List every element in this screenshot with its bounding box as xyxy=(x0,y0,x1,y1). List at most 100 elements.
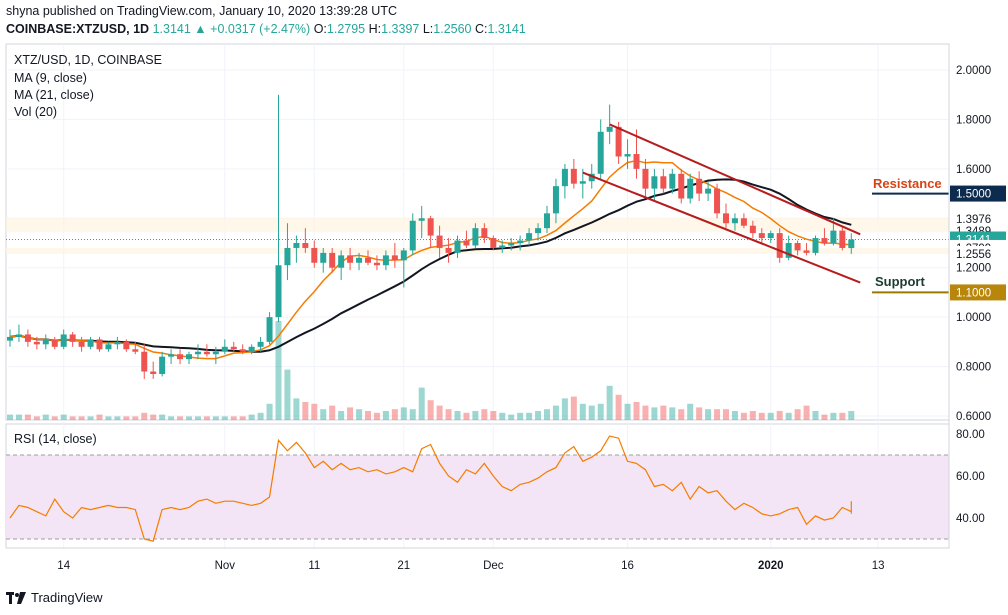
price-label-bg xyxy=(950,210,1006,227)
volume-bar xyxy=(87,416,94,420)
candle-body xyxy=(311,247,318,263)
candle-body xyxy=(33,341,40,345)
candle-body xyxy=(212,351,219,355)
candle-body xyxy=(302,243,309,248)
footer-brand-text: TradingView xyxy=(31,590,103,605)
volume-bar xyxy=(373,412,380,420)
volume-bar xyxy=(785,412,792,420)
volume-bar xyxy=(615,394,622,420)
candle-body xyxy=(651,176,658,189)
low-value: 1.2560 xyxy=(433,22,472,36)
ma21-line xyxy=(9,178,852,353)
candles[interactable] xyxy=(7,94,855,379)
symbol-text[interactable]: COINBASE:XTZUSD, 1D xyxy=(6,22,150,36)
candle-body xyxy=(177,354,184,360)
price-label-bg xyxy=(950,185,1006,202)
volume-bar xyxy=(723,409,729,420)
time-tick-label: 16 xyxy=(621,560,634,572)
price-tick-label: 2.0000 xyxy=(956,65,991,77)
volume-bar xyxy=(266,403,273,420)
candle-body xyxy=(409,220,416,251)
price-labels: 1.50001.39761.34891.31411.27991.25561.10… xyxy=(950,185,1006,301)
rsi-tick-label: 80.00 xyxy=(956,429,985,441)
volume-bar xyxy=(552,405,559,420)
volume-bar xyxy=(150,414,157,420)
candle-body xyxy=(329,252,336,268)
volume-bar xyxy=(597,403,604,420)
volume-bar xyxy=(51,416,58,420)
candle-body xyxy=(561,168,568,187)
volume-bar xyxy=(427,400,434,420)
candle-body xyxy=(230,346,237,350)
candle-body xyxy=(606,126,613,132)
legend-ma9[interactable]: MA (9, close) xyxy=(14,71,87,85)
volume-bar xyxy=(302,402,309,420)
low-label: L: xyxy=(422,22,434,36)
volume-bar xyxy=(105,416,112,420)
chart-canvas[interactable]: 2.00001.80001.60001.40001.20001.00000.80… xyxy=(0,0,1008,590)
volume-bar xyxy=(749,411,756,420)
volume-bar xyxy=(705,409,712,420)
rsi-legend[interactable]: RSI (14, close) xyxy=(14,432,97,446)
candle-body xyxy=(731,218,738,224)
volume-bar xyxy=(123,416,130,420)
volume-bar xyxy=(535,411,542,420)
volume-bar xyxy=(731,411,738,420)
channel-upper-line xyxy=(609,123,861,236)
rsi-tick-label: 60.00 xyxy=(956,471,985,483)
volume-bar xyxy=(454,411,461,420)
volume-bar xyxy=(141,412,148,420)
volume-bar xyxy=(544,409,550,420)
candle-body xyxy=(552,186,559,214)
high-value: 1.3397 xyxy=(381,22,420,36)
volume-bar xyxy=(275,321,282,420)
volume-bar xyxy=(436,405,443,420)
support-resistance-lines[interactable] xyxy=(872,192,949,294)
open-value: 1.2795 xyxy=(326,22,366,36)
volume-bar xyxy=(311,403,318,420)
price-tick-label: 1.6000 xyxy=(956,164,991,176)
legend-vol[interactable]: Vol (20) xyxy=(14,105,58,119)
legend-ma21[interactable]: MA (21, close) xyxy=(14,88,94,102)
trend-channel[interactable] xyxy=(582,123,861,284)
volume-bar xyxy=(642,405,649,420)
candle-body xyxy=(499,245,506,248)
published-text: shyna published on TradingView.com, Janu… xyxy=(6,4,397,18)
candle-body xyxy=(150,371,157,374)
volume-bar xyxy=(203,416,210,420)
candle-body xyxy=(194,351,201,355)
symbol-ohlc-line: COINBASE:XTZUSD, 1D 1.3141 ▲ +0.0317 (+2… xyxy=(6,22,526,36)
price-tick-label: 0.8000 xyxy=(956,362,991,374)
candle-body xyxy=(400,250,407,261)
candle-body xyxy=(490,238,497,248)
candle-body xyxy=(705,188,712,194)
volume-bar xyxy=(194,416,201,420)
candle-body xyxy=(526,233,533,241)
candle-body xyxy=(239,349,246,352)
volume-bar xyxy=(767,412,774,420)
volume-bar xyxy=(660,405,667,420)
candle-body xyxy=(803,250,810,253)
channel-lower-line xyxy=(582,171,861,284)
candle-body xyxy=(203,351,210,355)
volume-bar xyxy=(830,412,837,420)
candle-body xyxy=(544,213,550,229)
footer-brand[interactable]: TradingView xyxy=(6,590,103,605)
volume-bar xyxy=(418,387,425,420)
volume-bar xyxy=(114,416,121,420)
candle-body xyxy=(624,154,631,157)
volume-bar xyxy=(230,416,237,420)
resistance-zone xyxy=(6,217,949,232)
volume-bar xyxy=(526,412,533,420)
volume-bar xyxy=(624,403,631,420)
time-tick-label: 11 xyxy=(308,560,320,572)
volume-bar xyxy=(42,414,49,420)
candle-body xyxy=(418,218,425,221)
volume-bar xyxy=(347,407,354,420)
candle-body xyxy=(678,173,685,199)
volume-bar xyxy=(561,398,568,420)
volume-bar xyxy=(33,416,40,420)
volume-bar xyxy=(221,416,228,420)
volume-bar xyxy=(365,411,371,420)
candle-body xyxy=(284,247,291,266)
